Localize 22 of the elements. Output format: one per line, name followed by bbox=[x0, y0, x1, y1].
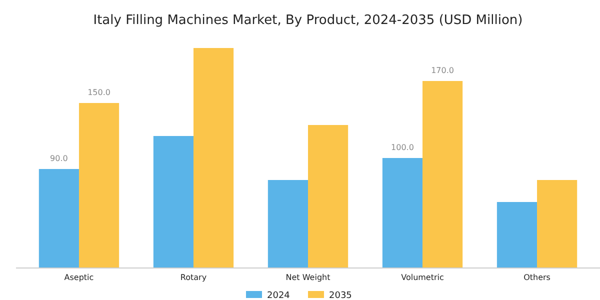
legend-label: 2035 bbox=[329, 291, 352, 300]
data-label: 90.0 bbox=[50, 154, 68, 163]
bar bbox=[382, 158, 423, 268]
x-tick-label: Net Weight bbox=[286, 273, 330, 282]
bar bbox=[537, 180, 578, 268]
bar bbox=[193, 48, 234, 268]
data-label: 100.0 bbox=[391, 143, 414, 152]
bar bbox=[496, 202, 538, 268]
bar bbox=[422, 81, 463, 268]
bar bbox=[308, 125, 348, 268]
bar bbox=[268, 180, 308, 268]
data-label: 150.0 bbox=[88, 88, 110, 97]
x-tick-label: Rotary bbox=[180, 273, 207, 282]
legend-label: 2024 bbox=[267, 291, 290, 300]
bar bbox=[38, 169, 79, 268]
bar bbox=[153, 136, 194, 268]
x-tick-label: Volumetric bbox=[401, 273, 444, 282]
x-tick-label: Aseptic bbox=[64, 273, 94, 282]
chart-title: Italy Filling Machines Market, By Product, 2024-2035 (USD Million) bbox=[93, 13, 523, 28]
data-label: 170.0 bbox=[431, 66, 454, 75]
bar bbox=[78, 103, 120, 268]
x-tick-label: Others bbox=[524, 273, 550, 282]
